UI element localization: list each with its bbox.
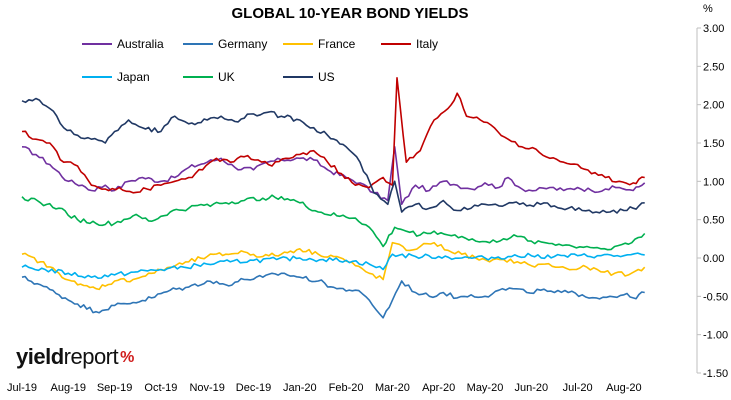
x-tick-label: Dec-19: [236, 382, 271, 394]
x-tick-label: Jun-20: [514, 382, 548, 394]
series-line-us: [21, 97, 645, 214]
logo-text-report: report: [63, 344, 119, 369]
series-line-uk: [21, 194, 646, 251]
x-tick-label: Aug-20: [606, 382, 641, 394]
y-tick-label: -1.00: [703, 330, 728, 342]
y-tick-label: 1.50: [703, 138, 724, 150]
y-tick-label: 0.00: [703, 253, 724, 265]
x-tick-label: Jul-19: [7, 382, 37, 394]
x-tick-label: Apr-20: [422, 382, 455, 394]
x-tick-label: Oct-19: [144, 382, 177, 394]
yieldreport-logo: yieldreport%: [16, 344, 134, 370]
series-line-germany: [21, 272, 645, 319]
series-line-australia: [21, 146, 646, 206]
y-tick-label: 2.50: [703, 61, 724, 73]
series-line-italy: [21, 77, 645, 194]
x-tick-label: Sep-19: [97, 382, 132, 394]
x-tick-label: Mar-20: [375, 382, 410, 394]
x-tick-label: Feb-20: [329, 382, 364, 394]
logo-percent: %: [120, 349, 134, 366]
chart-title: GLOBAL 10-YEAR BOND YIELDS: [231, 5, 469, 22]
y-tick-label: -0.50: [703, 291, 728, 303]
x-tick-label: Jul-20: [563, 382, 593, 394]
x-tick-label: Aug-19: [51, 382, 86, 394]
logo-text-yield: yield: [16, 344, 64, 369]
x-tick-label: Nov-19: [189, 382, 224, 394]
series-line-france: [21, 241, 646, 291]
series-line-japan: [21, 252, 645, 280]
y-tick-label: 2.00: [703, 100, 724, 112]
x-tick-label: Jan-20: [283, 382, 317, 394]
y-tick-label: 1.00: [703, 176, 724, 188]
x-tick-label: May-20: [467, 382, 504, 394]
y-tick-label: 0.50: [703, 215, 724, 227]
y-tick-label: 3.00: [703, 23, 724, 35]
y-axis-unit: %: [703, 3, 713, 15]
y-tick-label: -1.50: [703, 368, 728, 380]
